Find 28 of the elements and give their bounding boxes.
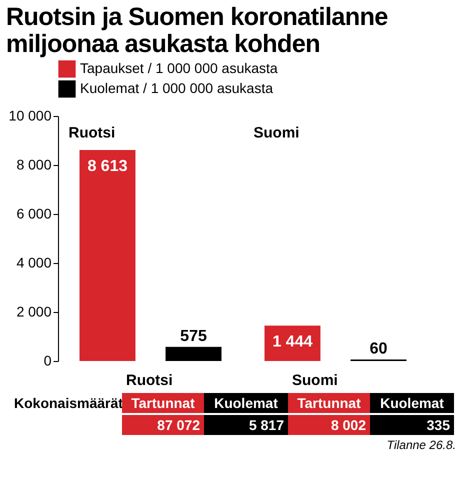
text: Tartunnat [122,393,204,413]
data-label: 1 444 [272,334,313,351]
text: Kuolemat [204,393,288,413]
text: 335 [370,415,454,435]
annotation: Suomi [254,124,300,142]
bar [80,150,136,361]
data-label: 60 [370,340,388,358]
data-label: 8 613 [87,158,128,175]
y-tick-label: 2 000 [16,304,52,320]
bar [264,326,320,361]
chart-title: Ruotsin ja Suomen koronatilanne miljoonaa asukasta kohden [6,3,389,58]
y-tick-label: 6 000 [16,206,52,222]
y-tick-label: 10 000 [8,108,52,124]
annotation: Ruotsi [68,124,116,142]
text: 5 817 [204,415,288,435]
text: Kuolemat [370,393,454,413]
y-tick-label: 4 000 [16,254,52,270]
text: Tartunnat [288,393,370,413]
data-label: 575 [180,328,207,345]
bar [166,346,222,361]
text: 8 002 [288,415,370,435]
text: Tilanne 26.8. [386,438,456,452]
text: Kokonaismäärät [13,394,123,413]
y-tick-label: 8 000 [16,156,52,172]
y-tick-label: 0 [44,352,52,368]
legend-label: Tapaukset / 1 000 000 asukasta [80,60,278,76]
legend-label: Kuolemat / 1 000 000 asukasta [80,80,274,96]
text: 87 072 [122,415,204,435]
